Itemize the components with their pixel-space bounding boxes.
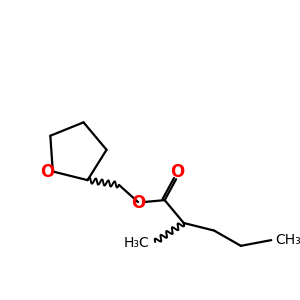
Text: O: O: [170, 163, 184, 181]
Text: O: O: [40, 164, 54, 181]
Text: H₃C: H₃C: [123, 236, 149, 250]
Text: O: O: [131, 194, 145, 212]
Text: CH₃: CH₃: [275, 233, 300, 247]
